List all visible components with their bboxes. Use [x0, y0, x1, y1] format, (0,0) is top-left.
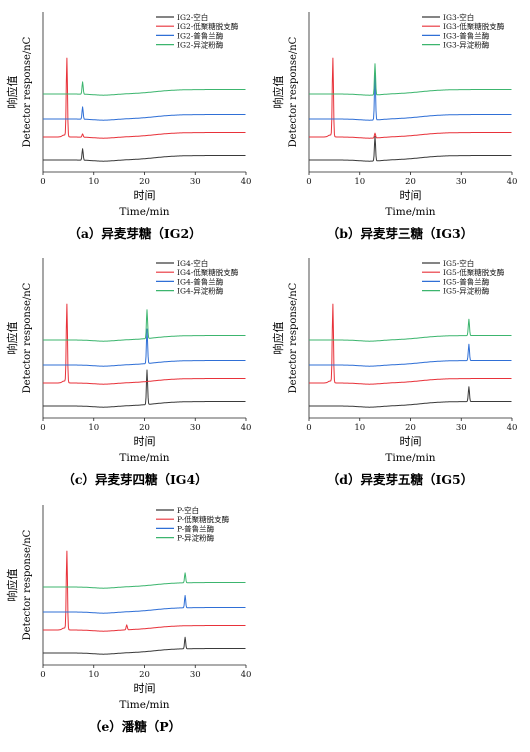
legend-entry: IG5-异淀粉酶: [443, 286, 490, 296]
trace-pullulanase: [43, 106, 246, 121]
trace-pullulanase: [309, 343, 512, 367]
x-tick-label: 10: [354, 423, 365, 433]
x-axis-title-cn: 时间: [400, 435, 422, 448]
x-tick-label: 0: [40, 670, 45, 680]
x-tick-label: 20: [405, 177, 416, 187]
trace-isoamylase: [43, 572, 246, 589]
x-tick-label: 30: [456, 423, 467, 433]
x-tick-label: 0: [306, 423, 311, 433]
x-tick-label: 40: [507, 177, 518, 187]
trace-blank: [43, 636, 246, 655]
legend-entry: IG4-低聚糖脱支酶: [177, 267, 239, 277]
legend-entry: IG4-普鲁兰酶: [177, 276, 224, 286]
trace-isoamylase: [309, 63, 512, 96]
trace-pullulanase: [43, 595, 246, 614]
chart-panel-4: 0 10 20 30 40 时间 Time/min 响应值 Detector response/…: [5, 505, 251, 734]
trace-pullulanase: [309, 74, 512, 121]
y-axis-title-cn: 响应值: [5, 569, 19, 602]
x-tick-label: 30: [456, 177, 467, 187]
panel-caption: （e）潘糖（P）: [89, 719, 181, 734]
x-tick-label: 0: [40, 177, 45, 187]
x-tick-label: 30: [190, 423, 201, 433]
panel-caption: （b）异麦芽三糖（IG3）: [327, 226, 473, 241]
x-axis-title-en: Time/min: [119, 206, 169, 218]
x-tick-label: 10: [88, 423, 99, 433]
legend-entry: IG3-空白: [443, 12, 474, 22]
chart-panel-2: 0 10 20 30 40 时间 Time/min 响应值 Detector response/…: [5, 258, 251, 487]
trace-low_glycan_debranching: [43, 57, 246, 139]
legend-entry: IG2-空白: [177, 12, 208, 22]
trace-low_glycan_debranching: [309, 303, 512, 385]
x-tick-label: 0: [40, 423, 45, 433]
legend-entry: P-空白: [177, 505, 199, 515]
x-tick-label: 30: [190, 670, 201, 680]
legend-entry: P-低聚糖脱支酶: [177, 514, 230, 524]
legend-entry: IG5-空白: [443, 258, 474, 268]
trace-isoamylase: [43, 81, 246, 96]
x-tick-label: 40: [241, 670, 252, 680]
chart-panel-3: 0 10 20 30 40 时间 Time/min 响应值 Detector response/…: [271, 258, 517, 487]
y-axis-title-cn: 响应值: [5, 76, 19, 109]
y-axis-title-en: Detector response/nC: [22, 36, 33, 147]
y-axis-title-en: Detector response/nC: [22, 282, 33, 393]
x-tick-label: 0: [306, 177, 311, 187]
x-axis-title-en: Time/min: [385, 206, 435, 218]
y-axis-title-cn: 响应值: [271, 76, 285, 109]
legend-entry: IG3-低聚糖脱支酶: [443, 21, 505, 31]
trace-isoamylase: [309, 318, 512, 342]
chart-panel-1: 0 10 20 30 40 时间 Time/min 响应值 Detector response/…: [271, 12, 517, 241]
x-axis-title-en: Time/min: [385, 452, 435, 464]
x-tick-label: 10: [88, 177, 99, 187]
panel-caption: （c）异麦芽四糖（IG4）: [62, 472, 207, 487]
trace-low_glycan_debranching: [43, 550, 246, 632]
legend-entry: IG3-普鲁兰酶: [443, 30, 490, 40]
x-tick-label: 20: [139, 177, 150, 187]
x-tick-label: 40: [507, 423, 518, 433]
trace-low_glycan_debranching: [43, 303, 246, 385]
legend-entry: IG2-低聚糖脱支酶: [177, 21, 239, 31]
panel-caption: （d）异麦芽五糖（IG5）: [327, 472, 473, 487]
trace-pullulanase: [43, 328, 246, 367]
x-tick-label: 20: [139, 423, 150, 433]
legend-entry: IG3-异淀粉酶: [443, 40, 490, 50]
trace-blank: [43, 369, 246, 408]
x-tick-label: 20: [405, 423, 416, 433]
x-axis-title-cn: 时间: [134, 682, 156, 695]
x-tick-label: 30: [190, 177, 201, 187]
x-axis-title-cn: 时间: [400, 189, 422, 202]
x-tick-label: 40: [241, 423, 252, 433]
y-axis-title-cn: 响应值: [271, 322, 285, 355]
x-tick-label: 10: [88, 670, 99, 680]
trace-blank: [309, 135, 512, 162]
x-tick-label: 40: [241, 177, 252, 187]
legend-entry: IG2-普鲁兰酶: [177, 30, 224, 40]
x-tick-label: 10: [354, 177, 365, 187]
legend-entry: IG4-空白: [177, 258, 208, 268]
legend-entry: P-普鲁兰酶: [177, 523, 215, 533]
trace-low_glycan_debranching: [309, 57, 512, 139]
x-axis-title-cn: 时间: [134, 189, 156, 202]
x-axis-title-cn: 时间: [134, 435, 156, 448]
y-axis-title-en: Detector response/nC: [288, 36, 299, 147]
trace-blank: [43, 148, 246, 162]
legend-entry: IG5-普鲁兰酶: [443, 276, 490, 286]
x-axis-title-en: Time/min: [119, 452, 169, 464]
legend-entry: IG2-异淀粉酶: [177, 40, 224, 50]
x-tick-label: 20: [139, 670, 150, 680]
legend-entry: IG4-异淀粉酶: [177, 286, 224, 296]
trace-blank: [309, 386, 512, 408]
chart-panel-0: 0 10 20 30 40 时间 Time/min 响应值 Detector response/…: [5, 12, 251, 241]
x-axis-title-en: Time/min: [119, 699, 169, 711]
y-axis-title-en: Detector response/nC: [22, 529, 33, 640]
trace-isoamylase: [43, 309, 246, 342]
panel-caption: （a）异麦芽糖（IG2）: [68, 226, 201, 241]
y-axis-title-cn: 响应值: [5, 322, 19, 355]
legend-entry: P-异淀粉酶: [177, 533, 215, 543]
y-axis-title-en: Detector response/nC: [288, 282, 299, 393]
legend-entry: IG5-低聚糖脱支酶: [443, 267, 505, 277]
